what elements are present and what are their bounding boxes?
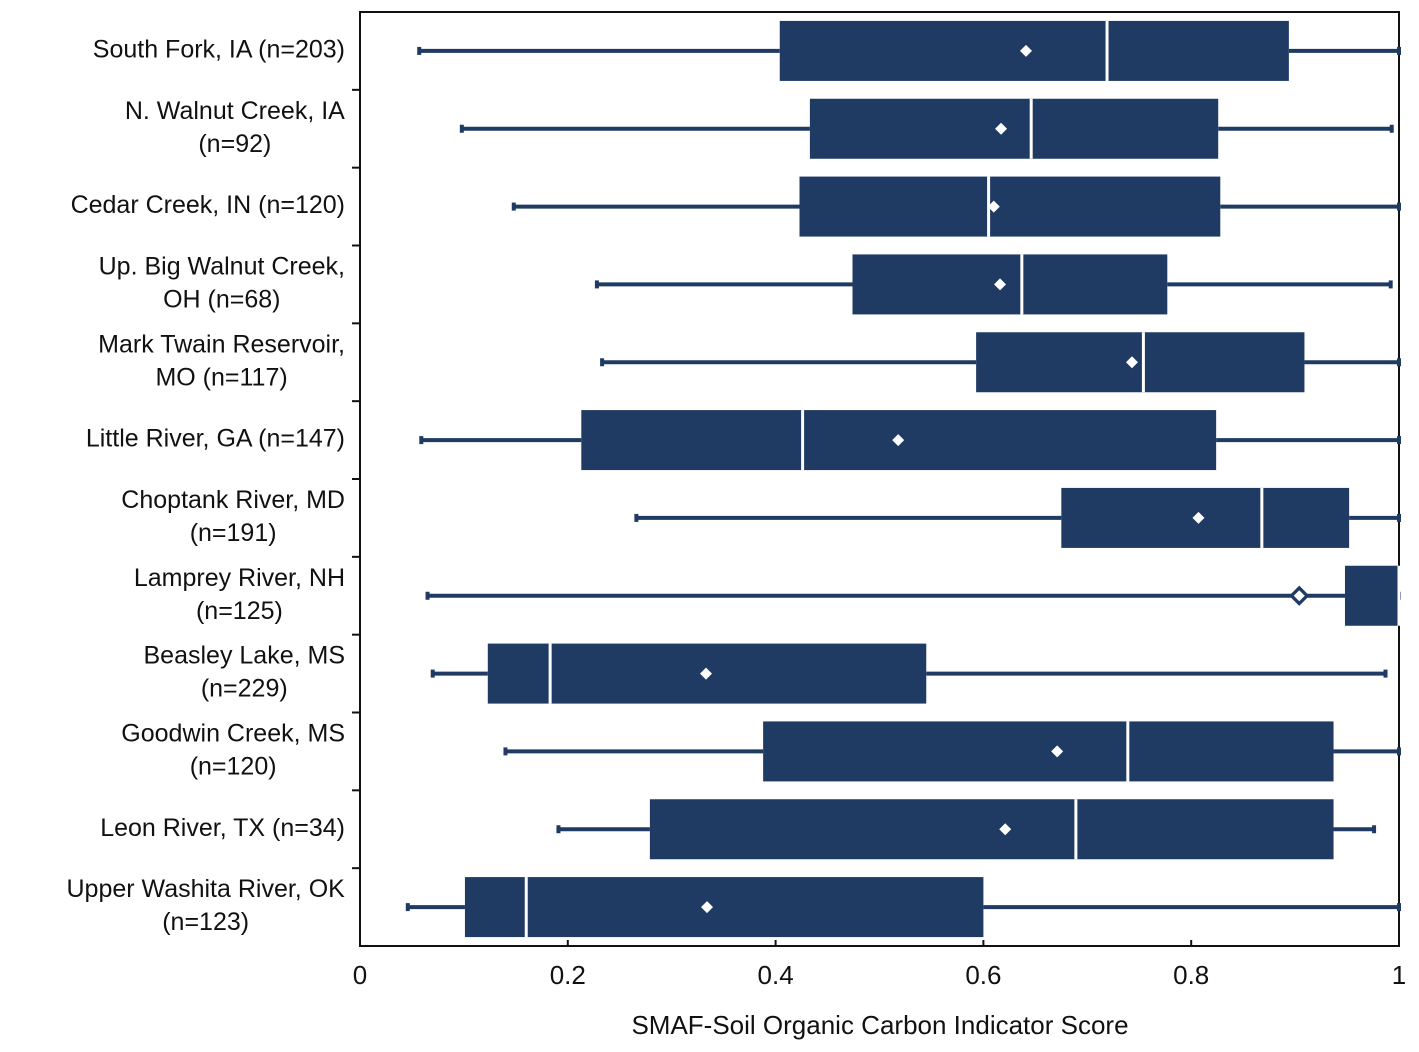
y-tick-label-line: Beasley Lake, MS <box>144 642 346 670</box>
x-tick-label: 0.6 <box>965 960 1001 990</box>
y-tick-label-line: Leon River, TX (n=34) <box>100 814 345 842</box>
box <box>809 98 1219 159</box>
y-tick-label-line: Cedar Creek, IN (n=120) <box>71 191 345 219</box>
mean-marker <box>994 278 1007 291</box>
y-tick-label: Mark Twain Reservoir, MO (n=117) <box>98 330 345 391</box>
y-tick-label-line: Lamprey River, NH <box>134 564 345 592</box>
x-tick-label: 0.2 <box>550 960 586 990</box>
y-tick-label-line: Little River, GA (n=147) <box>86 425 345 453</box>
box <box>799 176 1221 237</box>
y-tick-label: Lamprey River, NH (n=125) <box>134 564 345 625</box>
box <box>976 332 1305 393</box>
y-tick-label-line: (n=229) <box>201 675 288 703</box>
y-tick-label: South Fork, IA (n=203) <box>93 36 345 64</box>
mean-marker <box>999 823 1012 836</box>
y-tick-label-line: (n=125) <box>196 597 283 625</box>
y-tick-label: Leon River, TX (n=34) <box>100 814 345 842</box>
x-axis-title: SMAF-Soil Organic Carbon Indicator Score <box>631 1010 1128 1040</box>
mean-marker <box>892 434 905 447</box>
mean-marker <box>1019 44 1032 57</box>
y-tick-label-line: Goodwin Creek, MS <box>121 720 345 748</box>
mean-marker <box>1051 745 1064 758</box>
mean-marker <box>995 122 1008 135</box>
y-tick-label: N. Walnut Creek, IA (n=92) <box>125 97 345 158</box>
y-tick-label: Goodwin Creek, MS (n=120) <box>121 720 345 781</box>
box <box>852 254 1168 315</box>
y-tick-label: Up. Big Walnut Creek, OH (n=68) <box>99 253 345 314</box>
mean-marker <box>987 200 1000 213</box>
x-tick-label: 0.8 <box>1173 960 1209 990</box>
mean-marker <box>1125 356 1138 369</box>
x-tick-label: 0.4 <box>758 960 794 990</box>
mean-marker <box>1192 511 1205 524</box>
y-tick-label: Beasley Lake, MS (n=229) <box>144 642 346 703</box>
y-tick-label-line: (n=92) <box>198 130 271 158</box>
y-tick-label-line: Choptank River, MD <box>121 486 345 514</box>
y-tick-label: Upper Washita River, OK (n=123) <box>66 875 345 936</box>
x-tick-label: 0 <box>353 960 367 990</box>
y-tick-label-line: (n=191) <box>190 519 277 547</box>
y-tick-label-line: (n=120) <box>190 753 277 781</box>
y-tick-label-line: N. Walnut Creek, IA <box>125 97 345 125</box>
x-tick-label: 1 <box>1392 960 1406 990</box>
y-tick-label-line: Upper Washita River, OK <box>66 875 345 903</box>
mean-marker <box>699 667 712 680</box>
y-tick-label-line: South Fork, IA (n=203) <box>93 36 345 64</box>
box <box>1344 565 1399 626</box>
y-tick-label: Little River, GA (n=147) <box>86 425 345 453</box>
box <box>1061 487 1350 548</box>
y-tick-label-line: Mark Twain Reservoir, <box>98 330 345 358</box>
y-tick-label-line: OH (n=68) <box>163 286 280 314</box>
y-tick-label: Cedar Creek, IN (n=120) <box>71 191 345 219</box>
box <box>779 20 1289 81</box>
y-tick-label: Choptank River, MD (n=191) <box>121 486 345 547</box>
y-tick-label-line: (n=123) <box>162 908 249 936</box>
mean-marker <box>701 901 714 914</box>
y-tick-label-line: Up. Big Walnut Creek, <box>99 253 345 281</box>
box <box>763 721 1334 782</box>
box <box>649 799 1334 860</box>
mean-marker <box>1289 585 1310 606</box>
y-tick-label-line: MO (n=117) <box>155 363 287 391</box>
box <box>464 877 984 938</box>
